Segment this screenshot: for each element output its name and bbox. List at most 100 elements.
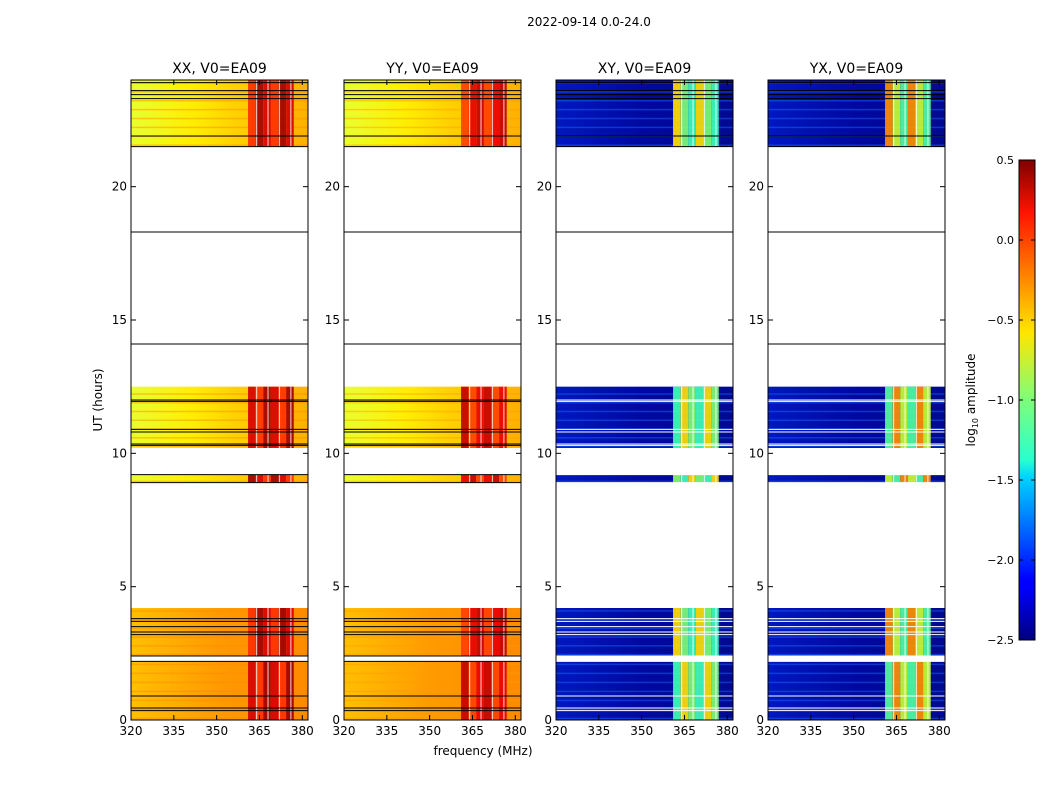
texture-stripe (556, 100, 733, 102)
rfi-column (278, 80, 287, 147)
texture-stripe (344, 117, 521, 120)
texture-stripe (768, 645, 945, 647)
texture-stripe (556, 393, 733, 395)
texture-stripe (344, 618, 521, 621)
rfi-column (673, 661, 681, 720)
rfi-column (248, 386, 256, 448)
texture-stripe (344, 402, 521, 404)
texture-stripe (556, 402, 733, 404)
rfi-column (711, 661, 719, 720)
y-tick-label: 0 (756, 713, 764, 727)
x-tick-label: 335 (587, 724, 610, 738)
rfi-column (711, 474, 719, 483)
data-block (768, 474, 945, 483)
texture-stripe (556, 653, 733, 656)
texture-stripe (344, 645, 521, 647)
x-tick-label: 350 (842, 724, 865, 738)
rfi-column (468, 80, 477, 147)
x-tick-label: 335 (799, 724, 822, 738)
colorbar-tick-label: −2.0 (987, 554, 1014, 567)
y-tick-label: 15 (537, 313, 552, 327)
texture-stripe (768, 393, 945, 395)
texture-stripe (556, 117, 733, 120)
data-block (556, 474, 733, 483)
y-tick-label: 10 (112, 446, 127, 460)
y-tick-label: 0 (332, 713, 340, 727)
rfi-column (468, 661, 477, 720)
y-tick-label: 10 (325, 446, 340, 460)
panel-title: XY, V0=EA09 (598, 61, 692, 77)
rfi-column (270, 386, 279, 448)
rfi-column (711, 386, 719, 448)
texture-stripe (768, 480, 945, 483)
texture-stripe (556, 699, 733, 702)
x-tick-label: 320 (545, 724, 568, 738)
panel-yy: YY, V0=EA09 0 5 10 15 20 320 335 350 365 380 (325, 61, 527, 738)
texture-stripe (131, 419, 308, 422)
rfi-column (703, 80, 712, 147)
rfi-column (255, 661, 264, 720)
x-tick-label: 365 (461, 724, 484, 738)
texture-stripe (344, 419, 521, 422)
rfi-column (923, 386, 931, 448)
colorbar-tick-label: −0.5 (987, 314, 1014, 327)
colorbar-label: log10 amplitude (964, 354, 980, 447)
colorbar-tick-label: −2.5 (987, 634, 1014, 647)
y-tick-label: 10 (537, 446, 552, 460)
texture-stripe (768, 419, 945, 422)
texture-stripe (556, 645, 733, 647)
rfi-column (499, 386, 507, 448)
rfi-column (907, 80, 916, 147)
rfi-column (476, 661, 484, 720)
texture-stripe (131, 144, 308, 146)
rfi-column (673, 474, 681, 483)
texture-stripe (556, 681, 733, 684)
y-tick-label: 10 (749, 446, 764, 460)
suptitle: 2022-09-14 0.0-24.0 (527, 15, 651, 29)
texture-stripe (344, 663, 521, 666)
rfi-column (248, 80, 256, 147)
texture-stripe (768, 672, 945, 675)
rfi-column (703, 386, 712, 448)
texture-stripe (556, 126, 733, 129)
x-tick-label: 350 (205, 724, 228, 738)
texture-stripe (556, 627, 733, 630)
rfi-column (499, 80, 507, 147)
panel-title: YX, V0=EA09 (809, 61, 904, 77)
rfi-column (688, 386, 696, 448)
texture-stripe (768, 100, 945, 102)
colorbar-tick-label: −1.0 (987, 394, 1014, 407)
texture-stripe (131, 708, 308, 711)
texture-stripe (556, 108, 733, 111)
rfi-column (673, 80, 681, 147)
x-tick-label: 365 (673, 724, 696, 738)
rfi-column (680, 386, 689, 448)
texture-stripe (556, 410, 733, 413)
texture-stripe (768, 108, 945, 111)
y-tick-label: 20 (325, 180, 340, 194)
texture-stripe (131, 108, 308, 111)
texture-stripe (768, 690, 945, 693)
rfi-column (270, 474, 279, 483)
texture-stripe (131, 445, 308, 448)
colorbar-ticks: −2.5 −2.0 −1.5 −1.0 −0.5 0.0 0.5 (987, 154, 1035, 647)
rfi-column (499, 474, 507, 483)
x-tick-label: 365 (248, 724, 271, 738)
texture-stripe (768, 681, 945, 684)
texture-stripe (556, 690, 733, 693)
rfi-column (900, 661, 908, 720)
texture-stripe (131, 402, 308, 404)
texture-stripe (131, 610, 308, 612)
rfi-column (278, 661, 287, 720)
texture-stripe (344, 681, 521, 684)
texture-stripe (344, 672, 521, 675)
texture-stripe (768, 699, 945, 702)
rfi-column (286, 661, 294, 720)
texture-stripe (556, 419, 733, 422)
texture-stripe (768, 618, 945, 621)
panel-title: YY, V0=EA09 (385, 61, 478, 77)
rfi-column (468, 386, 477, 448)
texture-stripe (768, 708, 945, 711)
texture-stripe (131, 636, 308, 638)
